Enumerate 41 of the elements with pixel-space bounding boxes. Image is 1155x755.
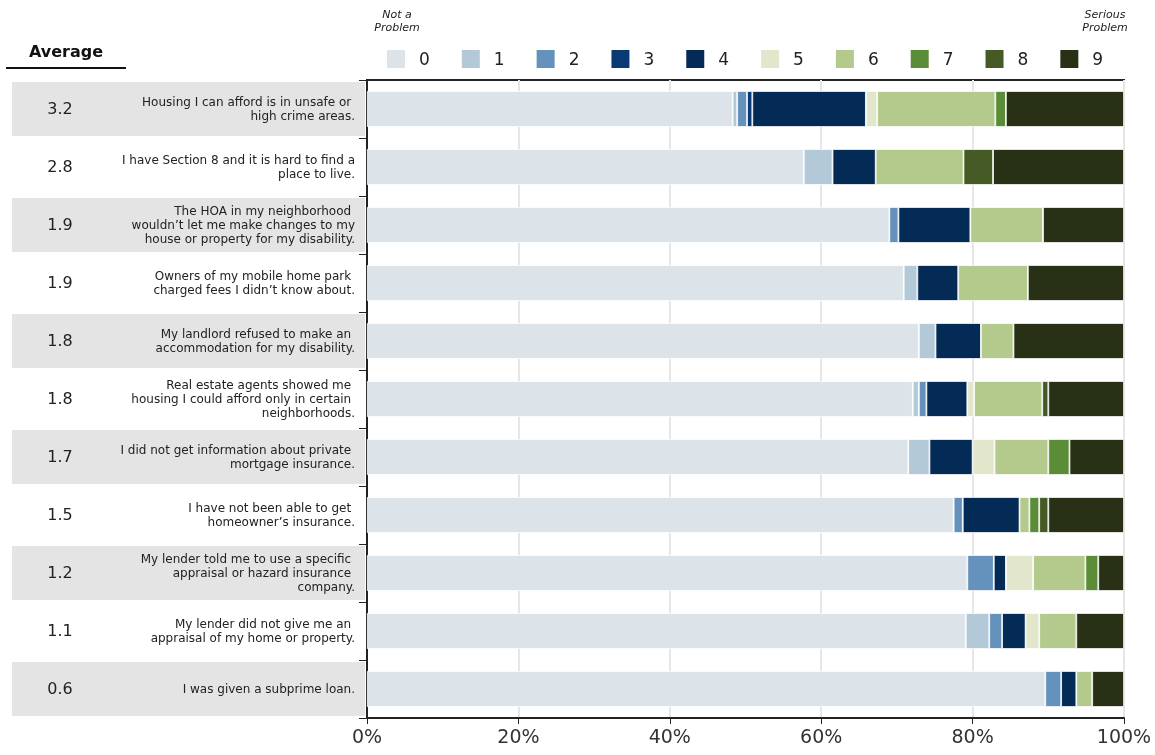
x-tick-label: 40% xyxy=(648,724,691,747)
y-tick-label: The HOA in my neighborhood wouldn’t let me make changes to my house or property for my disability. xyxy=(131,204,355,246)
text: 1.8 xyxy=(46,331,74,350)
legend-label: 6 xyxy=(867,49,879,69)
x-tick-label: 80% xyxy=(951,724,994,747)
y-tick-label: I have not been able to get homeowner’s insurance. xyxy=(188,501,355,529)
y-tick-label: I was given a subprime loan. xyxy=(182,682,355,696)
legend-label: 5 xyxy=(793,49,804,69)
text: 1.5 xyxy=(46,505,74,524)
x-tick-label: 60% xyxy=(800,724,843,747)
y-tick-label: Housing I can afford is in unsafe or high crime areas. xyxy=(142,95,355,123)
text: 1.8 xyxy=(46,389,74,408)
legend-label: 0 xyxy=(419,49,430,69)
text: 1.2 xyxy=(46,563,74,582)
y-tick-label: I did not get information about private mortgage insurance. xyxy=(120,443,355,471)
x-tick-label: 0% xyxy=(351,724,383,747)
text: 1.9 xyxy=(46,215,74,234)
text: Not a Problem xyxy=(373,8,421,34)
text: 1.9 xyxy=(46,273,74,292)
legend-label: 9 xyxy=(1092,49,1104,69)
y-tick-label: My landlord refused to make an accommodation for my disability. xyxy=(155,327,355,355)
text: 1.7 xyxy=(46,447,74,466)
text: 1.1 xyxy=(46,621,74,640)
legend-label: 1 xyxy=(493,49,505,69)
y-tick-label: My lender told me to use a specific appraisal or hazard insurance company. xyxy=(140,552,355,594)
text: 2.8 xyxy=(46,157,74,176)
legend-label: 3 xyxy=(643,49,655,69)
y-tick-label: My lender did not give me an appraisal of my home or property. xyxy=(150,617,355,645)
x-tick-label: 100% xyxy=(1096,724,1152,747)
legend-label: 7 xyxy=(942,49,954,69)
x-tick-label: 20% xyxy=(497,724,540,747)
legend-label: 2 xyxy=(568,49,580,69)
text: 0.6 xyxy=(46,679,74,698)
legend-label: 4 xyxy=(718,49,730,69)
text: 3.2 xyxy=(46,99,74,118)
text: Average xyxy=(6,42,126,69)
text: Serious Problem xyxy=(1081,8,1129,34)
legend-label: 8 xyxy=(1017,49,1029,69)
y-tick-label: Owners of my mobile home park charged fees I didn’t know about. xyxy=(153,269,355,297)
y-tick-label: Real estate agents showed me housing I could afford only in certain neighborhoods. xyxy=(131,378,355,420)
y-tick-label: I have Section 8 and it is hard to find a place to live. xyxy=(121,153,355,181)
